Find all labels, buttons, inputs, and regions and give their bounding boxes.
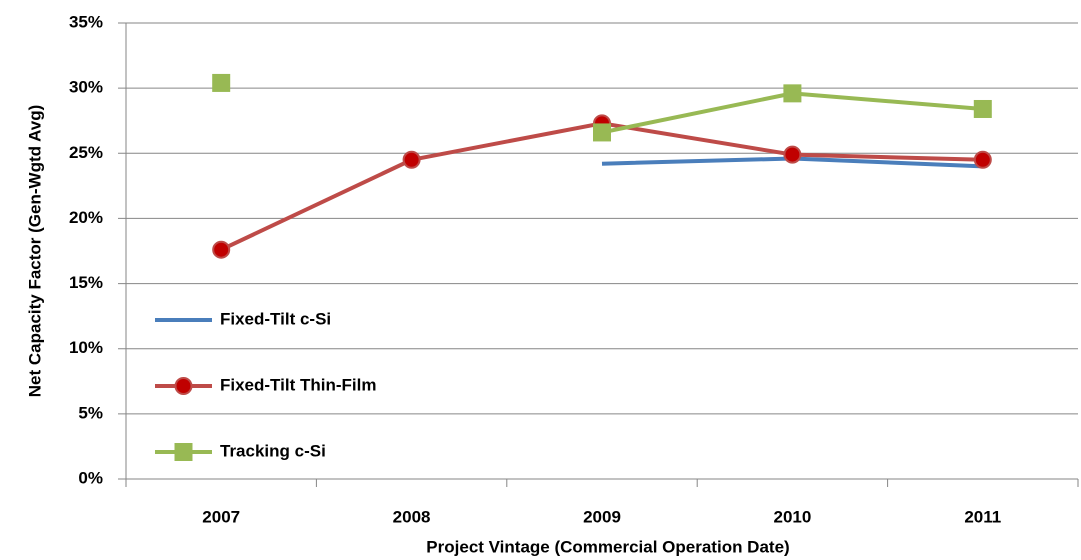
- y-tick-label: 5%: [78, 403, 103, 422]
- legend-label: Tracking c-Si: [220, 441, 326, 460]
- x-tick-label: 2009: [583, 507, 621, 526]
- series-line: [220, 121, 983, 252]
- y-axis-title: Net Capacity Factor (Gen-Wgtd Avg): [25, 105, 44, 397]
- marker: [212, 240, 231, 259]
- marker: [402, 150, 421, 169]
- marker: [593, 123, 611, 142]
- marker: [212, 73, 231, 92]
- y-tick-label: 30%: [69, 78, 103, 97]
- x-axis-title: Project Vintage (Commercial Operation Da…: [426, 537, 789, 556]
- marker: [174, 377, 193, 395]
- y-tick-label: 0%: [78, 468, 103, 487]
- marker: [783, 145, 802, 164]
- x-tick-label: 2007: [202, 507, 240, 526]
- y-tick-label: 10%: [69, 338, 103, 357]
- x-tick-label: 2008: [393, 507, 431, 526]
- y-tick-label: 20%: [69, 208, 103, 227]
- x-tick-label: 2010: [773, 507, 811, 526]
- marker: [973, 150, 992, 169]
- x-tick-label: 2011: [964, 507, 1001, 526]
- y-tick-label: 25%: [69, 143, 103, 162]
- marker: [783, 84, 802, 103]
- legend-label: Fixed-Tilt c-Si: [220, 309, 331, 328]
- marker: [174, 443, 193, 461]
- legend-label: Fixed-Tilt Thin-Film: [220, 375, 376, 394]
- marker: [973, 99, 992, 118]
- y-tick-label: 15%: [69, 273, 103, 292]
- y-tick-label: 35%: [69, 12, 103, 31]
